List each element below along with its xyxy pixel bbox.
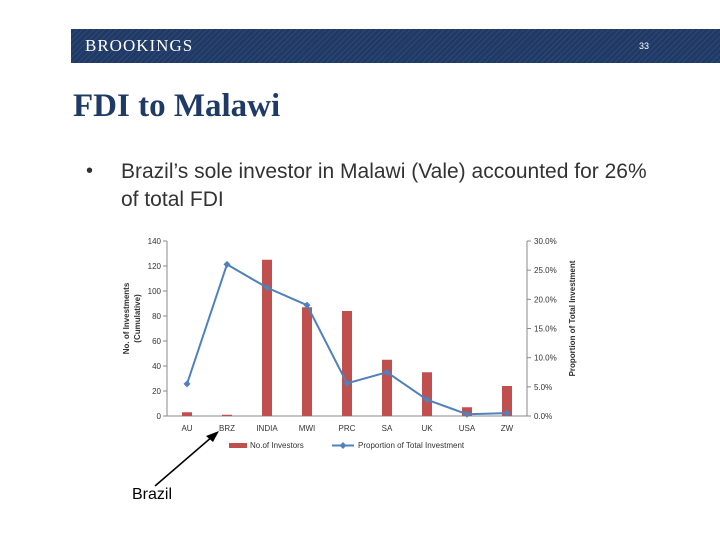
left-tick-label: 120	[148, 262, 162, 271]
left-tick-label: 20	[152, 387, 161, 396]
bar-au	[182, 412, 192, 416]
legend-swatch-investors	[229, 443, 247, 448]
left-tick-label: 80	[152, 312, 161, 321]
point-mwi	[303, 301, 311, 309]
point-sa	[383, 368, 391, 376]
left-tick-label: 140	[148, 237, 162, 246]
bar-uk	[422, 372, 432, 416]
right-tick-label: 15.0%	[534, 325, 557, 334]
right-tick-label: 0.0%	[534, 412, 552, 421]
bar-india	[262, 259, 272, 416]
brand-logo: BROOKINGS	[85, 36, 194, 55]
point-prc	[343, 379, 351, 387]
point-zw	[503, 409, 511, 417]
point-au	[183, 380, 191, 388]
x-tick-label: SA	[382, 424, 393, 433]
chart-container: 0 20 40 60 80 100 120 140 0.0% 5.0% 10.0% 15.0% 20.0…	[107, 225, 588, 457]
left-axis-title-unit: (Cumulative)	[133, 294, 142, 343]
header-banner: BROOKINGS 33	[71, 29, 720, 63]
point-usa	[463, 410, 471, 418]
left-tick-label: 100	[148, 287, 162, 296]
x-tick-label: INDIA	[256, 424, 278, 433]
bar-sa	[382, 359, 392, 416]
left-axis-title: No. of Investments	[122, 282, 131, 354]
point-uk	[423, 396, 431, 404]
legend-label-proportion: Proportion of Total Investment	[358, 441, 465, 450]
x-tick-label: BRZ	[219, 424, 235, 433]
right-tick-label: 20.0%	[534, 295, 557, 304]
right-tick-label: 30.0%	[534, 237, 557, 246]
point-india	[263, 284, 271, 292]
x-tick-label: PRC	[339, 424, 356, 433]
right-tick-label: 5.0%	[534, 383, 552, 392]
bar-mwi	[302, 307, 312, 416]
bullet-text: Brazil’s sole investor in Malawi (Vale) …	[121, 160, 647, 211]
x-tick-label: USA	[459, 424, 476, 433]
right-tick-label: 25.0%	[534, 266, 557, 275]
page-number: 33	[638, 41, 649, 51]
bar-prc	[342, 311, 352, 416]
x-tick-label: MWI	[299, 424, 315, 433]
annotation-label: Brazil	[132, 486, 173, 503]
slide-title: FDI to Malawi	[73, 88, 281, 124]
x-tick-label: AU	[181, 424, 192, 433]
left-tick-label: 40	[152, 362, 161, 371]
bar-brz	[222, 414, 232, 416]
right-axis-title: Proportion of Total Investment	[568, 260, 577, 376]
legend-label-investors: No.of Investors	[250, 441, 304, 450]
left-tick-label: 60	[152, 337, 161, 346]
legend-marker-proportion	[339, 442, 347, 449]
point-brz	[223, 260, 231, 268]
right-tick-label: 10.0%	[534, 354, 557, 363]
x-tick-label: ZW	[501, 424, 514, 433]
fdi-chart: 0 20 40 60 80 100 120 140 0.0% 5.0% 10.0% 15.0% 20.0…	[122, 237, 577, 450]
left-tick-label: 0	[157, 412, 162, 421]
bar-zw	[502, 386, 512, 416]
bullet-marker: •	[86, 160, 94, 182]
x-tick-label: UK	[421, 424, 433, 433]
